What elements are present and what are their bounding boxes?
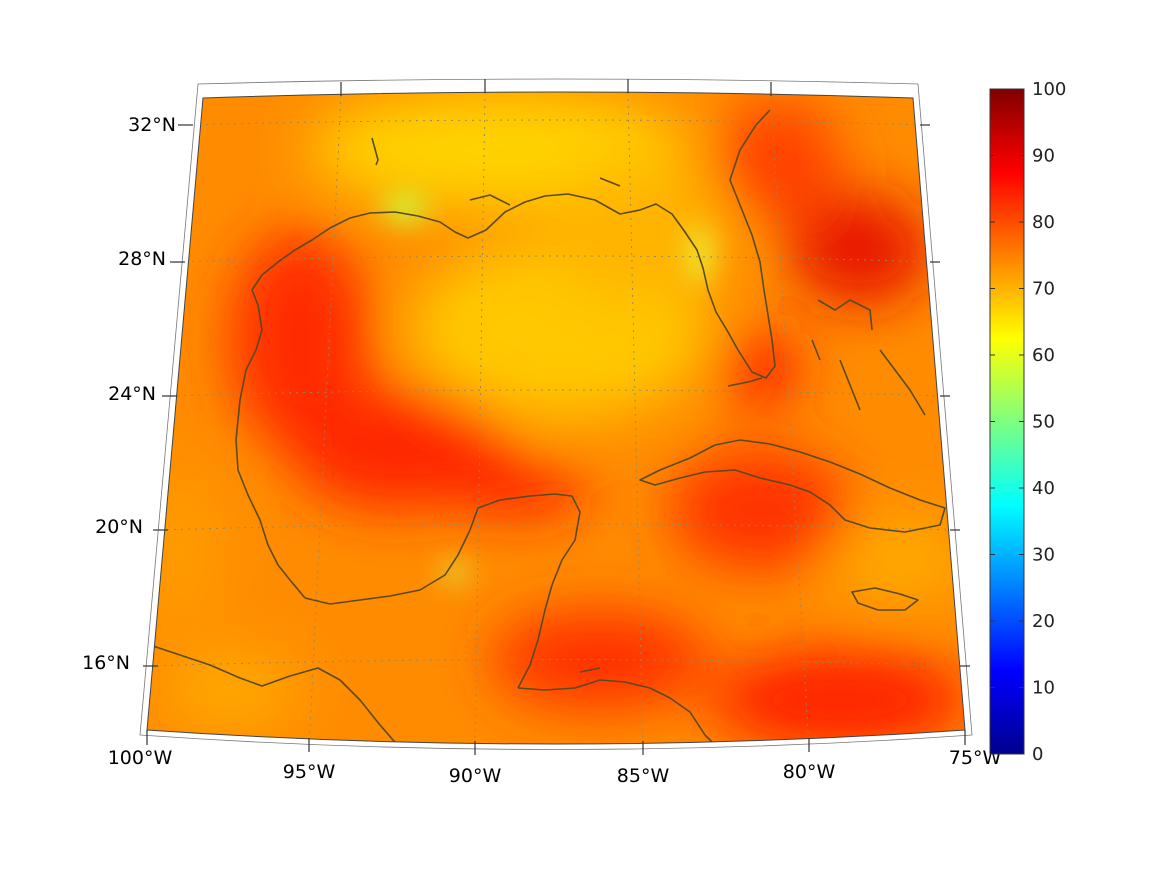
colorbar-tick-label: 60 bbox=[1032, 345, 1055, 366]
data-field bbox=[147, 92, 965, 744]
colorbar-tick-label: 90 bbox=[1032, 146, 1055, 167]
lat-label-20: 20°N bbox=[95, 516, 143, 538]
colorbar-tick-label: 30 bbox=[1032, 545, 1055, 566]
lon-label-90: 90°W bbox=[449, 765, 502, 787]
lat-label-16: 16°N bbox=[82, 652, 130, 674]
coastlines bbox=[149, 109, 946, 744]
colorbar-tick-label: 10 bbox=[1032, 678, 1055, 699]
lon-label-100: 100°W bbox=[108, 747, 173, 769]
colorbar-tick-label: 50 bbox=[1032, 412, 1055, 433]
graticule bbox=[149, 92, 965, 744]
lon-label-95: 95°W bbox=[283, 761, 336, 783]
lat-label-32: 32°N bbox=[128, 114, 176, 136]
longitude-labels: 100°W 95°W 90°W 85°W 80°W 75°W bbox=[108, 747, 1002, 787]
map-frame bbox=[146, 91, 966, 745]
lon-label-85: 85°W bbox=[617, 765, 670, 787]
colorbar-tick-label: 80 bbox=[1032, 212, 1055, 233]
colorbar-tick-label: 100 bbox=[1032, 79, 1066, 100]
latitude-labels: 32°N 28°N 24°N 20°N 16°N bbox=[82, 114, 176, 674]
colorbar-ticks: 0 10 20 30 40 50 60 70 80 90 100 bbox=[990, 79, 1066, 765]
colorbar-tick-label: 20 bbox=[1032, 611, 1055, 632]
colorbar-tick-label: 40 bbox=[1032, 478, 1055, 499]
lat-label-28: 28°N bbox=[118, 248, 166, 270]
lon-label-80: 80°W bbox=[783, 761, 836, 783]
colorbar-tick-label: 0 bbox=[1032, 744, 1043, 765]
frame-ticks bbox=[143, 79, 970, 755]
map-frame-outer bbox=[139, 78, 973, 750]
colorbar: 0 10 20 30 40 50 60 70 80 90 100 bbox=[989, 79, 1066, 765]
colorbar-tick-label: 70 bbox=[1032, 279, 1055, 300]
lon-label-75: 75°W bbox=[949, 747, 1002, 769]
colorbar-gradient bbox=[989, 88, 1025, 755]
lat-label-24: 24°N bbox=[108, 383, 156, 405]
